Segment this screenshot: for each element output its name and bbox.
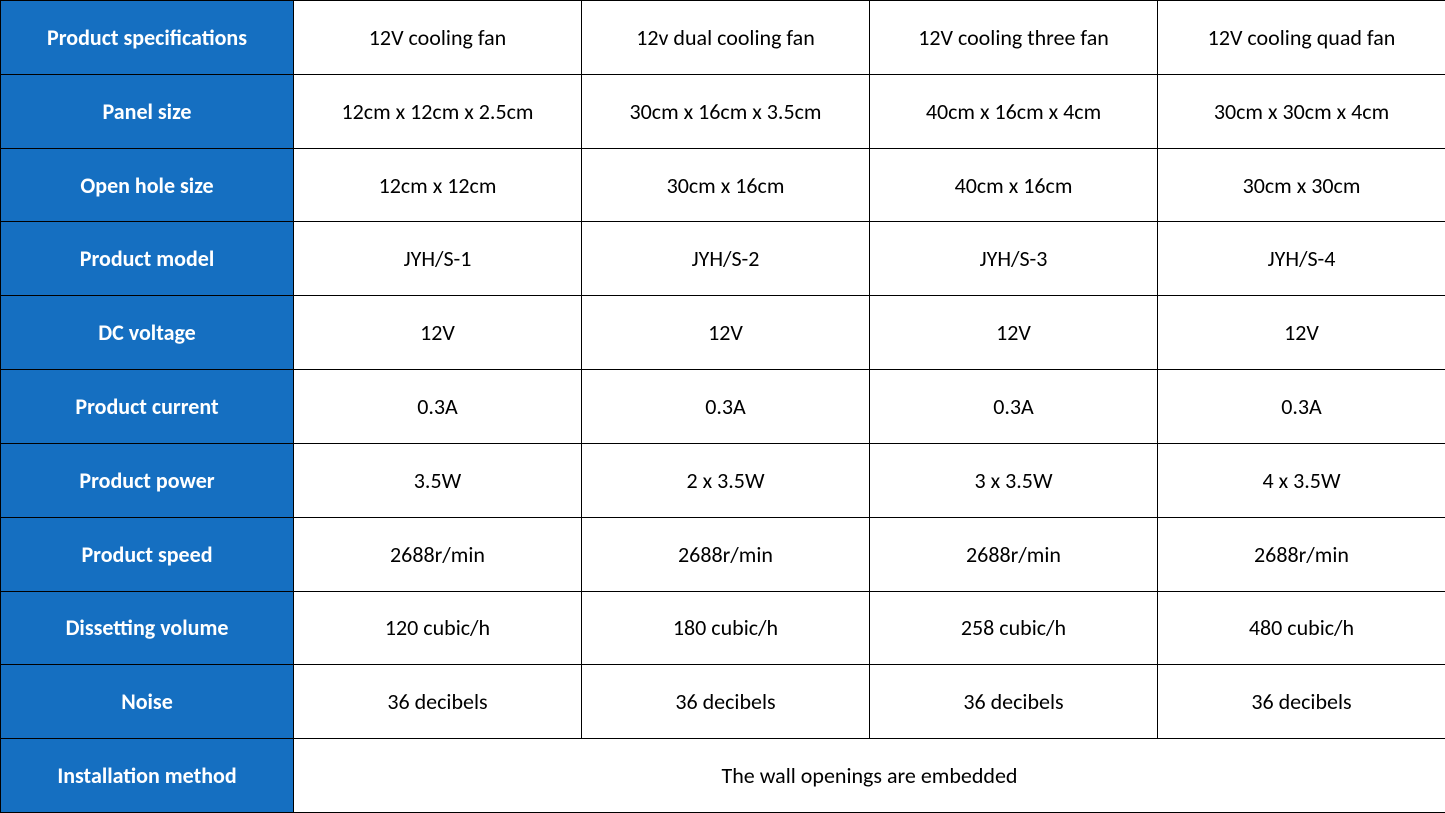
table-row: Installation method The wall openings ar…: [1, 739, 1445, 813]
cell: JYH/S-3: [870, 222, 1158, 296]
cell: 30cm x 30cm x 4cm: [1158, 74, 1445, 148]
col-header: 12V cooling three fan: [870, 1, 1158, 75]
cell: 12cm x 12cm x 2.5cm: [294, 74, 582, 148]
cell: 12cm x 12cm: [294, 148, 582, 222]
table-row: Product model JYH/S-1 JYH/S-2 JYH/S-3 JY…: [1, 222, 1445, 296]
cell: 36 decibels: [582, 665, 870, 739]
cell: 2 x 3.5W: [582, 443, 870, 517]
cell: 36 decibels: [1158, 665, 1445, 739]
table-row: Product specifications 12V cooling fan 1…: [1, 1, 1445, 75]
cell: 480 cubic/h: [1158, 591, 1445, 665]
cell: 2688r/min: [582, 517, 870, 591]
cell: JYH/S-2: [582, 222, 870, 296]
table-row: Noise 36 decibels 36 decibels 36 decibel…: [1, 665, 1445, 739]
cell: 2688r/min: [294, 517, 582, 591]
table-row: Panel size 12cm x 12cm x 2.5cm 30cm x 16…: [1, 74, 1445, 148]
cell: 30cm x 30cm: [1158, 148, 1445, 222]
cell: 40cm x 16cm: [870, 148, 1158, 222]
cell: JYH/S-4: [1158, 222, 1445, 296]
row-label: Product speed: [1, 517, 294, 591]
table-row: Product power 3.5W 2 x 3.5W 3 x 3.5W 4 x…: [1, 443, 1445, 517]
table-row: Product speed 2688r/min 2688r/min 2688r/…: [1, 517, 1445, 591]
row-label: Dissetting volume: [1, 591, 294, 665]
spec-table: Product specifications 12V cooling fan 1…: [0, 0, 1445, 813]
cell: 4 x 3.5W: [1158, 443, 1445, 517]
row-label: Installation method: [1, 739, 294, 813]
cell: 12V: [582, 296, 870, 370]
cell: 0.3A: [870, 370, 1158, 444]
col-header: 12v dual cooling fan: [582, 1, 870, 75]
cell: 12V: [870, 296, 1158, 370]
cell: 30cm x 16cm x 3.5cm: [582, 74, 870, 148]
row-label: Product model: [1, 222, 294, 296]
col-header: 12V cooling quad fan: [1158, 1, 1445, 75]
cell: 36 decibels: [870, 665, 1158, 739]
table-row: Open hole size 12cm x 12cm 30cm x 16cm 4…: [1, 148, 1445, 222]
row-label: Noise: [1, 665, 294, 739]
row-label: Open hole size: [1, 148, 294, 222]
cell: 3 x 3.5W: [870, 443, 1158, 517]
cell: 120 cubic/h: [294, 591, 582, 665]
cell-spanned: The wall openings are embedded: [294, 739, 1445, 813]
cell: 0.3A: [294, 370, 582, 444]
table-row: DC voltage 12V 12V 12V 12V: [1, 296, 1445, 370]
cell: 258 cubic/h: [870, 591, 1158, 665]
row-label: Panel size: [1, 74, 294, 148]
cell: JYH/S-1: [294, 222, 582, 296]
cell: 40cm x 16cm x 4cm: [870, 74, 1158, 148]
cell: 12V: [1158, 296, 1445, 370]
cell: 30cm x 16cm: [582, 148, 870, 222]
cell: 12V: [294, 296, 582, 370]
row-label: Product power: [1, 443, 294, 517]
row-label: Product current: [1, 370, 294, 444]
cell: 2688r/min: [1158, 517, 1445, 591]
cell: 3.5W: [294, 443, 582, 517]
row-label: Product specifications: [1, 1, 294, 75]
cell: 36 decibels: [294, 665, 582, 739]
cell: 180 cubic/h: [582, 591, 870, 665]
col-header: 12V cooling fan: [294, 1, 582, 75]
row-label: DC voltage: [1, 296, 294, 370]
cell: 0.3A: [1158, 370, 1445, 444]
table-row: Product current 0.3A 0.3A 0.3A 0.3A: [1, 370, 1445, 444]
cell: 0.3A: [582, 370, 870, 444]
cell: 2688r/min: [870, 517, 1158, 591]
table-row: Dissetting volume 120 cubic/h 180 cubic/…: [1, 591, 1445, 665]
